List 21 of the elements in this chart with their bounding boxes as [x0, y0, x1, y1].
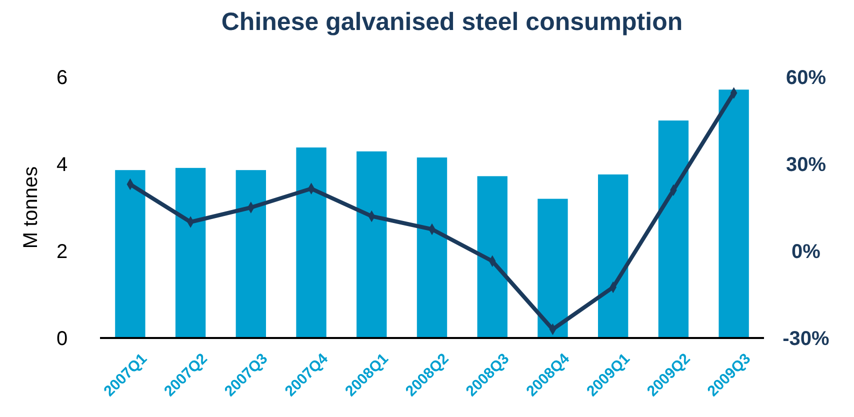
y-tick-label: 2	[56, 241, 68, 263]
bar	[356, 151, 387, 338]
bar	[115, 170, 146, 338]
bar	[718, 90, 749, 338]
bar	[658, 120, 689, 338]
bar	[538, 198, 568, 338]
bar	[296, 147, 326, 338]
bar	[416, 157, 448, 338]
y2-tick-label: 30%	[786, 154, 826, 176]
bar	[598, 174, 628, 338]
bar	[236, 170, 266, 338]
y-tick-label: 0	[56, 328, 68, 350]
y-tick-label: 4	[56, 154, 68, 176]
chart-title: Chinese galvanised steel consumption	[221, 8, 683, 36]
y-axis-title: M tonnes	[20, 166, 42, 249]
bar	[477, 176, 508, 338]
y-tick-label: 6	[56, 67, 68, 89]
bar	[175, 168, 206, 338]
y2-tick-label: -30%	[782, 328, 830, 350]
y2-tick-label: 60%	[786, 67, 826, 89]
y2-tick-label: 0%	[792, 241, 821, 263]
